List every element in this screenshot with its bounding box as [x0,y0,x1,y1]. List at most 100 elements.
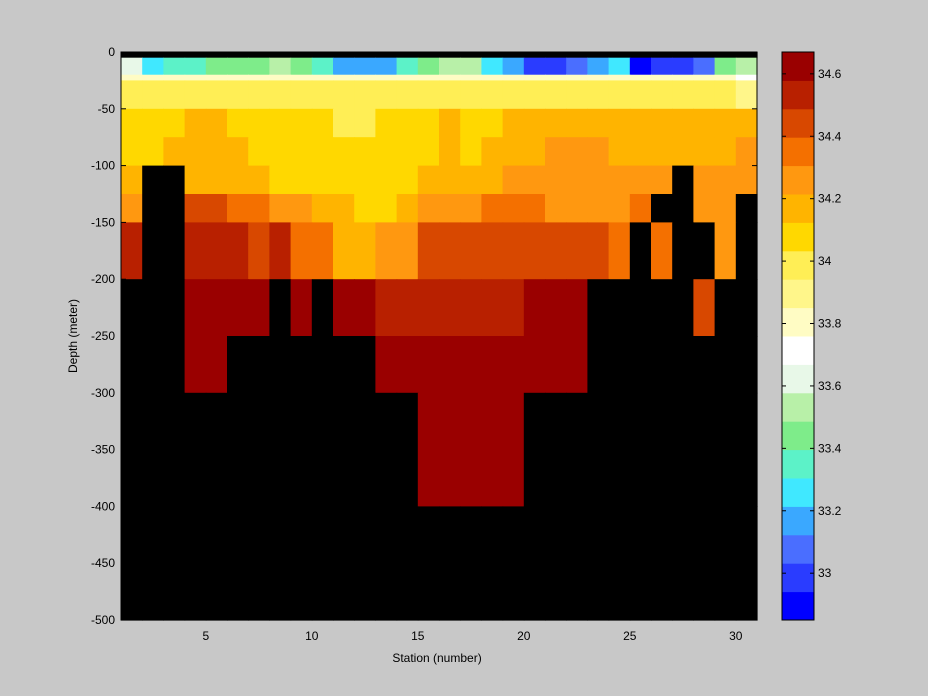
heatmap-cell [629,137,652,167]
heatmap-cell [608,137,631,167]
heatmap-cell [714,194,737,223]
heatmap-cell [269,57,292,76]
heatmap-cell [545,506,567,621]
heatmap-cell [227,52,249,59]
heatmap-cell [163,392,186,507]
heatmap-cell [502,392,525,507]
heatmap-cell [311,336,334,394]
heatmap-cell [523,108,546,138]
heatmap-cell [672,392,694,507]
heatmap-cell [439,57,461,76]
heatmap-cell [672,222,694,280]
heatmap-cell [672,74,694,81]
heatmap-cell [205,52,228,59]
colorbar-tick-label: 33.4 [818,441,842,455]
colorbar-swatch [782,250,814,280]
heatmap-cell [608,392,631,507]
heatmap-cell [439,392,461,507]
heatmap-cell [417,165,440,195]
heatmap-cell [184,222,207,280]
heatmap-cell [333,137,355,167]
heatmap-cell [311,165,334,195]
heatmap-cell [417,52,440,59]
heatmap-cell [205,336,228,394]
heatmap-cell [566,194,588,223]
colorbar-swatch [782,137,814,167]
heatmap-cell [481,52,504,59]
heatmap-cell [439,506,461,621]
heatmap-cell [608,194,631,223]
heatmap-cell [396,108,419,138]
heatmap-cell [142,52,164,59]
heatmap-cell [460,74,482,81]
heatmap-cell [354,506,376,621]
heatmap-cell [184,80,207,110]
heatmap-cell [735,336,758,394]
colorbar-swatch [782,52,814,81]
heatmap-cell [375,165,398,195]
heatmap-cell [269,222,292,280]
heatmap-cell [566,57,588,76]
heatmap-cell [227,194,249,223]
heatmap-cell [735,194,758,223]
heatmap-cell [587,392,610,507]
heatmap-cell [693,137,716,167]
heatmap-cell [163,52,186,59]
heatmap-cell [121,57,143,76]
heatmap-cell [587,137,610,167]
heatmap-cell [290,165,313,195]
heatmap-cell [396,57,419,76]
heatmap-cell [333,392,355,507]
heatmap-cell [205,194,228,223]
heatmap-cell [502,222,525,280]
heatmap-cell [396,506,419,621]
heatmap-cell [417,108,440,138]
heatmap-cell [735,137,758,167]
heatmap-cell [205,506,228,621]
heatmap-cell [269,165,292,195]
heatmap-cell [523,506,546,621]
heatmap-cell [184,392,207,507]
heatmap-cell [375,194,398,223]
heatmap-cell [587,194,610,223]
colorbar-swatch [782,194,814,223]
colorbar-frame [781,51,815,621]
heatmap-cell [693,279,716,337]
heatmap-cell [269,80,292,110]
x-tick-label: 25 [623,629,637,643]
heatmap-cell [375,336,398,394]
heatmap-cell [460,108,482,138]
heatmap-cell [460,506,482,621]
heatmap-cell [354,222,376,280]
heatmap-cell [714,57,737,76]
heatmap-cell [205,80,228,110]
heatmap-cell [142,222,164,280]
heatmap-cell [523,52,546,59]
heatmap-cell [545,52,567,59]
heatmap-cell [523,80,546,110]
heatmap-cell [587,222,610,280]
heatmap-cell [269,336,292,394]
y-tick-label: -500 [91,613,115,627]
heatmap-cell [566,165,588,195]
heatmap-cell [608,52,631,59]
heatmap-cell [629,74,652,81]
heatmap-cell [714,108,737,138]
heatmap-cell [714,506,737,621]
heatmap-cell [481,336,504,394]
heatmap-cell [184,74,207,81]
heatmap-cell [460,194,482,223]
heatmap-cell [417,194,440,223]
heatmap-cell [523,165,546,195]
heatmap-cell [439,222,461,280]
heatmap-cell [545,165,567,195]
heatmap-cell [333,74,355,81]
heatmap-cell [311,57,334,76]
colorbar-swatch [782,307,814,337]
heatmap-cell [481,57,504,76]
heatmap-cell [333,80,355,110]
heatmap-cell [121,108,143,138]
heatmap-cell [417,222,440,280]
heatmap-cell [311,108,334,138]
heatmap-cell [248,336,270,394]
